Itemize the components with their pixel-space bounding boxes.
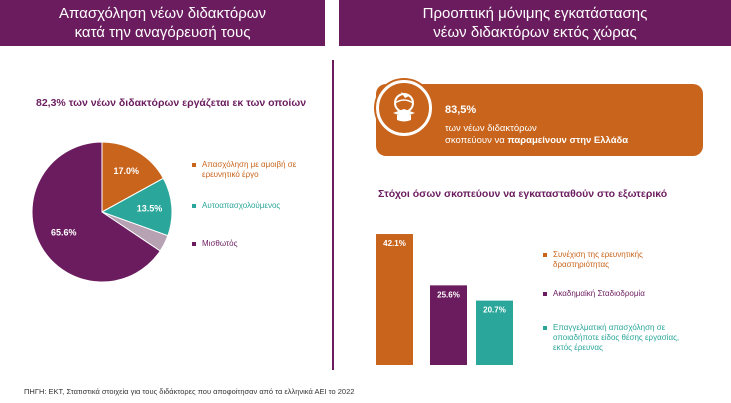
- section-divider: [332, 60, 334, 370]
- bar-subtitle: Στόχοι όσων σκοπεύουν να εγκατασταθούν σ…: [378, 188, 668, 200]
- pie-chart: 17.0% 13.5% 65.6%: [31, 141, 173, 283]
- pie-value-label-research: 17.0%: [113, 166, 139, 176]
- bar-value-label-research: 42.1%: [383, 239, 406, 248]
- pie-legend-label-selfemployed: Αυτοαπασχολούμενος: [202, 201, 281, 210]
- pie-legend-label-research: Απασχόληση με αμοιβή σε ερευνητικό έργο: [202, 160, 297, 179]
- bar-academic: [430, 285, 467, 365]
- pie-legend-swatch-selfemployed: [192, 204, 196, 208]
- pie-value-label-selfemployed: 13.5%: [137, 203, 163, 213]
- graduate-travel-icon: [393, 92, 415, 122]
- header-left-line1: Απασχόληση νέων διδακτόρων: [59, 5, 266, 22]
- banner-icon-circle: [376, 80, 432, 136]
- pie-legend-swatch-salaried: [192, 242, 196, 246]
- pie-legend-item-salaried: Μισθωτός: [192, 239, 237, 249]
- header-left: Απασχόληση νέων διδακτόρων κατά την αναγ…: [0, 0, 325, 46]
- bar-legend-item-academic: Ακαδημαϊκή Σταδιοδρομία: [543, 289, 693, 299]
- pie-legend-swatch-research: [192, 163, 196, 167]
- bar-legend-label-academic: Ακαδημαϊκή Σταδιοδρομία: [553, 289, 645, 298]
- header-right: Προοπτική μόνιμης εγκατάστασης νέων διδα…: [339, 0, 731, 46]
- header-right-line2: νέων διδακτόρων εκτός χώρας: [433, 24, 637, 41]
- pie-legend-label-salaried: Μισθωτός: [202, 239, 238, 248]
- bar-legend-label-nonresearch: Επαγγελματική απασχόληση σε οποιαδήποτε …: [553, 323, 680, 352]
- pie-value-label-salaried: 65.6%: [51, 227, 77, 237]
- bar-nonresearch: [476, 300, 513, 365]
- banner-text-bold: παραμείνουν στην Ελλάδα: [507, 135, 629, 146]
- bar-legend-swatch-research: [543, 253, 547, 257]
- bar-chart: 42.1% 25.6% 20.7%: [376, 234, 513, 365]
- stay-banner: [376, 84, 703, 156]
- banner-percent: 83,5%: [445, 104, 477, 116]
- bar-legend-label-research: Συνέχιση της ερευνητικής δραστηριότητας: [553, 250, 643, 269]
- banner-text-prefix: σκοπεύουν να: [445, 135, 508, 146]
- pie-slice-selfemployed: [100, 177, 173, 237]
- bar-research: [376, 234, 413, 365]
- pie-legend-item-selfemployed: Αυτοαπασχολούμενος: [192, 201, 280, 211]
- banner-text-line2: σκοπεύουν να παραμείνουν στην Ελλάδα: [445, 135, 628, 146]
- pie-slice-research: [101, 141, 165, 213]
- bar-legend-swatch-nonresearch: [543, 326, 547, 330]
- bar-legend-item-nonresearch: Επαγγελματική απασχόληση σε οποιαδήποτε …: [543, 323, 703, 353]
- bar-legend-item-research: Συνέχιση της ερευνητικής δραστηριότητας: [543, 250, 693, 270]
- header-left-line2: κατά την αναγόρευσή τους: [74, 24, 251, 41]
- bar-value-label-nonresearch: 20.7%: [483, 306, 506, 315]
- pie-slice-salaried: [31, 141, 161, 283]
- bar-value-label-academic: 25.6%: [437, 290, 460, 299]
- source-note: ΠΗΓΗ: ΕΚΤ, Στατιστικά στοιχεία για τους …: [24, 387, 355, 396]
- banner-text-line1: των νέων διδακτόρων: [445, 123, 537, 134]
- header-right-line1: Προοπτική μόνιμης εγκατάστασης: [422, 5, 648, 22]
- pie-subtitle: 82,3% των νέων διδακτόρων εργάζεται εκ τ…: [36, 97, 307, 109]
- bar-legend-swatch-academic: [543, 292, 547, 296]
- pie-legend-item-research: Απασχόληση με αμοιβή σε ερευνητικό έργο: [192, 160, 312, 180]
